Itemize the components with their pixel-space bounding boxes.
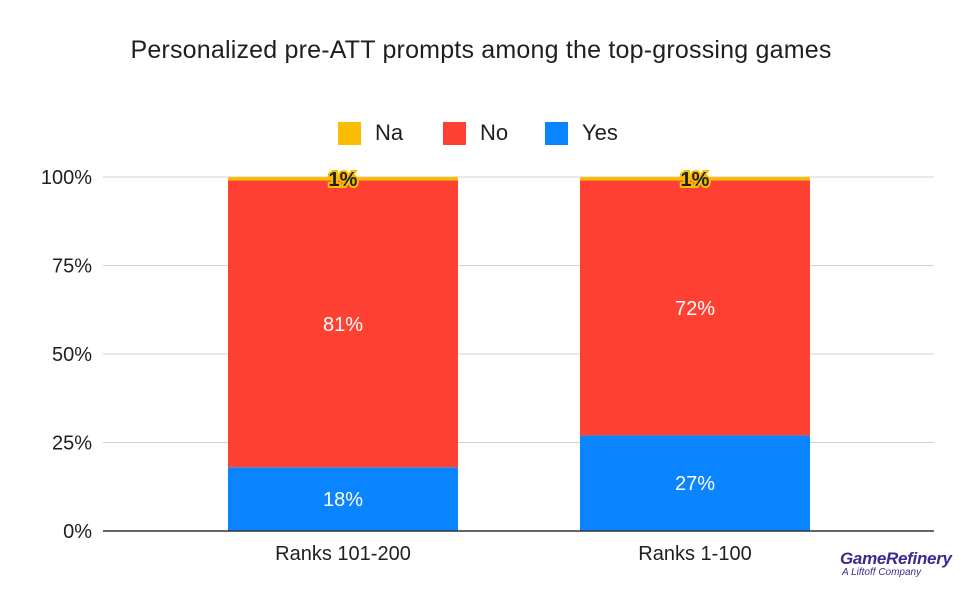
y-tick-label: 100% [41,167,92,189]
gamerefinery-logo: GameRefinery A Liftoff Company [840,549,952,578]
data-label-na: 1% [329,169,358,191]
bar-segment-na [228,177,458,181]
legend-label-no: No [480,120,509,145]
legend-label-na: Na [375,120,404,145]
chart-title: Personalized pre-ATT prompts among the t… [130,36,832,64]
y-tick-label: 50% [52,344,92,366]
y-tick-label: 25% [52,433,92,455]
chart-legend: Na No Yes [0,120,962,146]
legend-item-yes: Yes [545,120,618,146]
bar-segment-no [228,180,458,468]
bar-segment-na [580,177,810,181]
data-label-yes: 27% [675,473,715,495]
x-tick-label: Ranks 1-100 [638,543,751,565]
y-tick-label: 75% [52,256,92,278]
bar-segment-yes [228,467,458,531]
legend-swatch-na [338,121,361,145]
bar-segment-no [580,180,810,436]
brand-name: GameRefinery [840,549,952,568]
legend-swatch-yes [545,121,568,145]
data-label-no: 81% [323,314,363,336]
x-tick-label: Ranks 101-200 [275,543,411,565]
legend-item-na: Na [338,120,403,146]
legend-label-yes: Yes [582,120,618,145]
y-tick-label: 0% [63,521,92,543]
data-label-na: 1% [681,169,710,191]
legend-swatch-no [443,121,466,145]
bar-segment-yes [580,435,810,531]
data-label-yes: 18% [323,489,363,511]
data-label-no: 72% [675,298,715,320]
legend-item-no: No [443,120,508,146]
brand-tagline: A Liftoff Company [842,567,922,578]
